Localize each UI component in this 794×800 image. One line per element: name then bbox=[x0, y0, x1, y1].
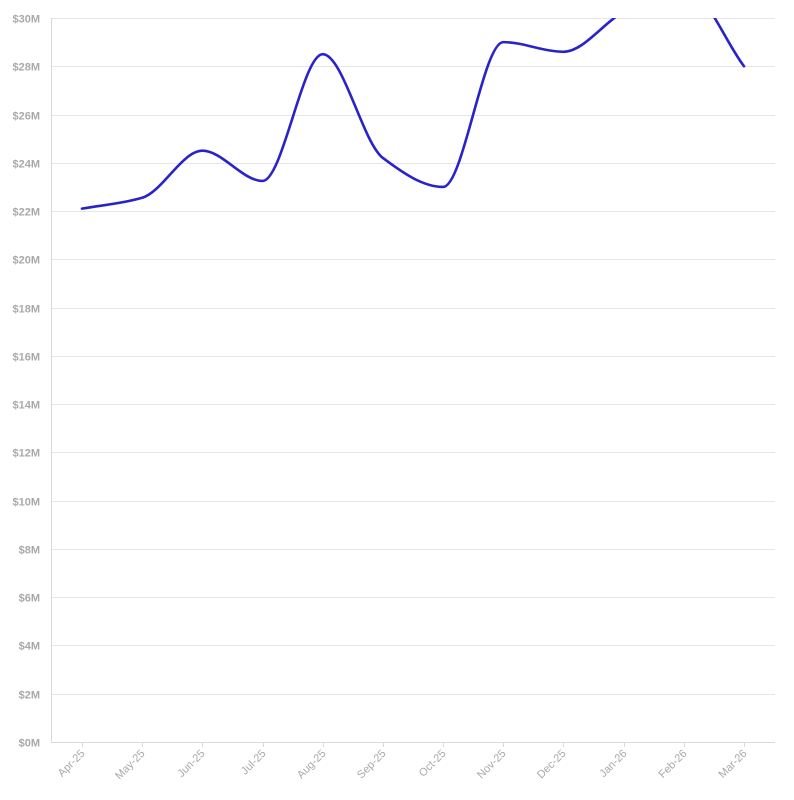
x-tick-label: Jul-25 bbox=[239, 748, 269, 778]
y-tick-label: $22M bbox=[12, 207, 40, 219]
y-tick-label: $8M bbox=[19, 545, 40, 557]
x-tick-label: Oct-25 bbox=[417, 748, 449, 780]
y-tick-label: $2M bbox=[19, 690, 40, 702]
x-tick-label: Nov-25 bbox=[475, 748, 509, 782]
y-tick-label: $0M bbox=[19, 738, 40, 750]
axes bbox=[51, 18, 775, 743]
series-line bbox=[80, 18, 746, 210]
y-tick-label: $28M bbox=[12, 62, 40, 74]
y-tick-label: $18M bbox=[12, 304, 40, 316]
y-tick-label: $4M bbox=[19, 641, 40, 653]
x-axis-ticks: Apr-25 May-25 Jun-25 Jul-25 Aug-25 Sep-25 Oct-… bbox=[56, 742, 750, 782]
x-tick-label: Aug-25 bbox=[295, 748, 329, 782]
y-tick-label: $16M bbox=[12, 352, 40, 364]
series-layer bbox=[80, 18, 746, 210]
y-tick-label: $26M bbox=[12, 111, 40, 123]
x-tick-label: Jan-26 bbox=[597, 748, 629, 780]
x-tick-label: Dec-25 bbox=[535, 748, 569, 782]
y-tick-label: $6M bbox=[19, 593, 40, 605]
y-tick-label: $10M bbox=[12, 497, 40, 509]
x-tick-label: Feb-26 bbox=[656, 748, 689, 781]
y-tick-label: $12M bbox=[12, 448, 40, 460]
y-tick-label: $14M bbox=[12, 400, 40, 412]
y-axis-ticks: $0M $2M $4M $6M $8M $10M $12M $14M $16M $18M $20M $… bbox=[12, 14, 40, 750]
x-tick-label: May-25 bbox=[113, 748, 147, 782]
x-tick-label: Apr-25 bbox=[56, 748, 88, 780]
x-tick-label: Sep-25 bbox=[355, 748, 389, 782]
x-tick-label: Mar-26 bbox=[716, 748, 749, 781]
y-tick-label: $30M bbox=[12, 14, 40, 26]
y-tick-label: $24M bbox=[12, 159, 40, 171]
gridlines bbox=[51, 18, 775, 695]
x-tick-label: Jun-25 bbox=[175, 748, 207, 780]
y-tick-label: $20M bbox=[12, 255, 40, 267]
